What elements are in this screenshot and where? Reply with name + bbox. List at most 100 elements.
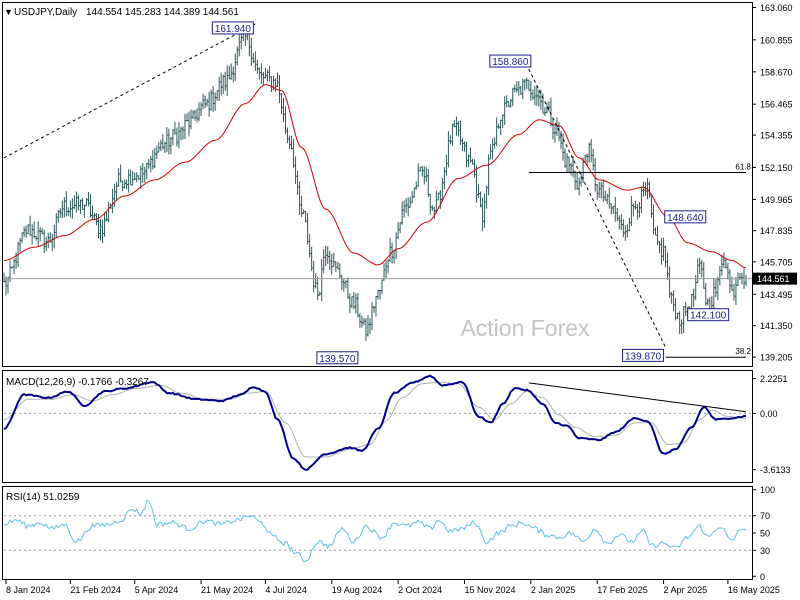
price-bar <box>129 169 132 186</box>
price-annotation: 148.640 <box>664 210 707 224</box>
price-bar <box>169 137 173 155</box>
price-bar <box>660 238 663 265</box>
price-bar <box>300 195 303 218</box>
price-bar <box>481 197 484 232</box>
price-bar <box>612 205 615 214</box>
price-bar <box>217 76 221 101</box>
price-bar <box>563 148 567 168</box>
price-bar <box>678 311 681 334</box>
price-bar <box>173 122 177 135</box>
price-bar <box>187 111 191 137</box>
price-bar <box>610 203 613 215</box>
macd-tick-label: -3.6133 <box>760 465 791 475</box>
price-bar <box>553 125 557 143</box>
price-bar <box>362 317 366 326</box>
price-bar <box>630 196 633 227</box>
price-bar <box>286 127 289 144</box>
price-bar <box>499 119 502 136</box>
price-bar <box>320 259 323 302</box>
price-bar <box>115 181 118 200</box>
price-tick-label: 147.835 <box>760 226 793 236</box>
price-tick-label: 152.150 <box>760 163 793 173</box>
price-bar <box>310 246 313 271</box>
price-bar <box>593 158 597 192</box>
time-tick-label: 8 Jan 2024 <box>6 585 51 595</box>
rsi-tick-label: 70 <box>760 511 770 521</box>
collapse-arrow-icon[interactable]: ▼ <box>4 7 13 17</box>
price-bar <box>83 204 86 218</box>
price-bar <box>101 219 104 243</box>
price-bar <box>447 130 450 168</box>
price-bar <box>495 117 498 147</box>
price-bar <box>716 276 720 301</box>
price-bar <box>171 129 175 146</box>
price-annotation: 158.860 <box>489 54 532 68</box>
price-bar <box>141 163 144 183</box>
price-bar <box>443 167 446 190</box>
price-bar <box>394 232 398 260</box>
price-bar <box>421 166 424 177</box>
price-bar <box>515 81 518 93</box>
price-bar <box>591 148 595 171</box>
price-bar <box>527 79 531 91</box>
price-bar <box>348 293 352 314</box>
price-bar <box>89 194 92 218</box>
price-bar <box>137 175 140 181</box>
price-bar <box>211 86 215 113</box>
price-bar <box>221 74 225 95</box>
price-bar <box>43 229 46 254</box>
price-bar <box>614 196 617 222</box>
price-bar <box>680 319 683 335</box>
price-bar <box>278 74 281 103</box>
time-tick-label: 17 Feb 2025 <box>597 585 648 595</box>
price-tick-label: 143.495 <box>760 290 793 300</box>
price-bar <box>203 95 207 109</box>
price-bar <box>266 69 269 82</box>
price-bar <box>487 154 490 196</box>
price-bar <box>366 315 370 337</box>
dashed-trendline <box>528 68 667 348</box>
price-tick-label: 149.965 <box>760 195 793 205</box>
rsi-tick-label: 0 <box>760 572 765 582</box>
price-bar <box>411 191 414 204</box>
price-bar <box>153 147 157 169</box>
price-bar <box>280 93 283 115</box>
price-bar <box>53 224 56 249</box>
price-bar <box>238 32 241 57</box>
price-annotation-label: 139.570 <box>319 354 356 365</box>
price-bar <box>119 164 122 183</box>
price-bar <box>189 109 193 130</box>
price-layer: 161.940 139.570 158.860 148.640 142.100 139.8… <box>2 21 752 365</box>
price-bar <box>519 85 522 95</box>
price-bar <box>736 272 740 287</box>
price-bar <box>326 246 329 264</box>
macd-trendline <box>528 382 747 413</box>
price-bar <box>449 135 452 145</box>
price-bar <box>547 101 551 112</box>
price-bar <box>640 187 643 214</box>
price-bar <box>501 114 504 129</box>
price-bar <box>117 168 120 187</box>
chart-ohlc: 144.554 145.283 144.389 144.561 <box>86 7 239 18</box>
price-bar <box>175 127 179 147</box>
price-bar <box>228 66 231 80</box>
price-bar <box>396 222 400 239</box>
price-bar <box>682 306 685 333</box>
price-bar <box>503 96 506 125</box>
price-bar <box>288 135 291 149</box>
current-price-tag-label: 144.561 <box>757 274 790 284</box>
price-bar <box>73 195 76 209</box>
price-bar <box>624 225 627 241</box>
price-bar <box>127 169 130 193</box>
price-bar <box>720 255 724 276</box>
price-tick-label: 163.060 <box>760 3 793 13</box>
price-bar <box>632 203 635 217</box>
price-bar <box>330 253 333 275</box>
price-bar <box>28 215 32 236</box>
price-bar <box>111 188 114 214</box>
price-bar <box>103 212 106 237</box>
price-bar <box>268 66 271 82</box>
price-bar <box>491 138 494 160</box>
rsi-title: RSI(14) 51.0259 <box>6 492 80 503</box>
